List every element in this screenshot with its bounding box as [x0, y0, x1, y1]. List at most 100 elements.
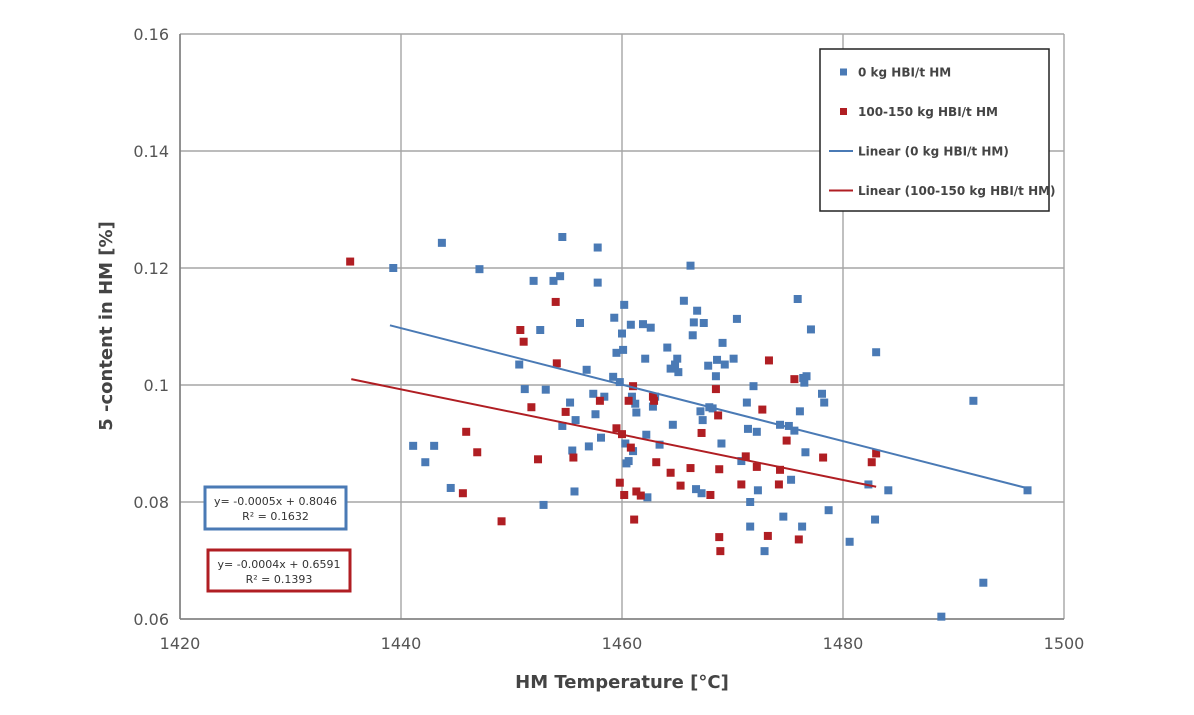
- data-point-0kg: [593, 243, 602, 252]
- data-point-0kg: [696, 407, 705, 416]
- data-point-0kg: [541, 385, 550, 394]
- trendline-0kg: [389, 324, 1032, 491]
- data-point-0kg: [631, 399, 640, 408]
- data-point-100-150kg: [790, 375, 799, 384]
- data-point-0kg: [568, 446, 577, 455]
- data-point-100-150kg: [737, 480, 746, 489]
- data-point-0kg: [621, 439, 630, 448]
- legend-label: Linear (100-150 kg HBI/t HM): [858, 184, 1056, 198]
- x-axis-title: HM Temperature [°C]: [515, 672, 729, 693]
- y-axis-title: 5 -content in HM [%]: [96, 221, 117, 431]
- data-point-0kg: [802, 372, 811, 381]
- data-point-0kg: [698, 416, 707, 425]
- data-point-0kg: [618, 329, 626, 338]
- data-point-100-150kg: [741, 452, 750, 461]
- data-point-0kg: [430, 441, 439, 450]
- data-point-0kg: [779, 512, 788, 521]
- r-squared-text: R² = 0.1632: [242, 510, 309, 523]
- data-point-0kg: [871, 515, 880, 524]
- data-point-0kg: [697, 489, 706, 498]
- data-point-100-150kg: [612, 424, 621, 433]
- legend-label: 0 kg HBI/t HM: [858, 66, 951, 80]
- data-point-0kg: [713, 355, 722, 364]
- data-point-100-150kg: [774, 480, 783, 489]
- data-point-0kg: [612, 348, 621, 357]
- data-point-0kg: [729, 354, 738, 363]
- data-point-100-150kg: [758, 405, 767, 414]
- x-axis-ticks: 1420 1440 1460 1480 1500: [160, 634, 1085, 653]
- data-point-100-150kg: [715, 533, 724, 542]
- data-point-0kg: [632, 408, 641, 417]
- data-point-0kg: [717, 439, 726, 448]
- legend-label: 100-150 kg HBI/t HM: [858, 105, 998, 119]
- data-point-0kg: [609, 372, 618, 381]
- data-point-0kg: [646, 323, 655, 332]
- data-point-100-150kg: [552, 359, 561, 368]
- data-point-0kg: [845, 537, 854, 546]
- data-point-100-150kg: [630, 515, 639, 524]
- data-point-100-150kg: [716, 547, 725, 556]
- x-tick-label: 1440: [381, 634, 422, 653]
- x-tick-label: 1480: [823, 634, 864, 653]
- y-tick-label: 0.14: [133, 142, 169, 161]
- data-point-100-150kg: [872, 449, 881, 458]
- data-point-0kg: [818, 389, 827, 398]
- data-point-0kg: [969, 396, 978, 405]
- trendline-equations: y= -0.0005x + 0.8046 R² = 0.1632 y= -0.000…: [203, 485, 352, 593]
- data-point-100-150kg: [624, 396, 633, 405]
- data-point-0kg: [692, 485, 701, 494]
- data-point-0kg: [824, 506, 833, 515]
- data-point-100-150kg: [652, 458, 661, 467]
- data-point-100-150kg: [620, 490, 629, 499]
- data-point-0kg: [589, 389, 598, 398]
- data-point-100-150kg: [497, 517, 506, 526]
- legend-label: Linear (0 kg HBI/t HM): [858, 145, 1009, 159]
- data-point-0kg: [556, 272, 565, 281]
- data-point-100-150kg: [516, 326, 525, 335]
- data-point-0kg: [790, 426, 799, 435]
- data-point-0kg: [937, 612, 946, 621]
- data-point-0kg: [620, 300, 629, 309]
- legend-marker-swatch: [840, 108, 847, 115]
- equation-text: y= -0.0005x + 0.8046: [214, 495, 337, 508]
- x-tick-label: 1420: [160, 634, 201, 653]
- data-point-100-150kg: [569, 453, 578, 462]
- data-point-100-150kg: [711, 385, 720, 394]
- data-point-100-150kg: [615, 478, 624, 487]
- data-point-0kg: [626, 320, 635, 329]
- data-point-0kg: [584, 442, 593, 451]
- data-point-0kg: [737, 457, 746, 466]
- data-point-100-150kg: [458, 489, 467, 498]
- data-point-0kg: [515, 360, 524, 369]
- data-point-0kg: [746, 498, 755, 506]
- data-point-0kg: [671, 360, 680, 369]
- y-tick-label: 0.1: [144, 376, 169, 395]
- data-point-100-150kg: [794, 535, 803, 544]
- data-point-100-150kg: [676, 481, 685, 490]
- y-tick-label: 0.08: [133, 493, 169, 512]
- data-point-0kg: [643, 493, 652, 502]
- data-point-100-150kg: [764, 356, 773, 365]
- x-tick-label: 1460: [602, 634, 643, 653]
- data-point-100-150kg: [650, 396, 659, 405]
- data-point-100-150kg: [473, 448, 482, 457]
- data-point-0kg: [437, 238, 446, 247]
- data-point-100-150kg: [714, 411, 723, 420]
- data-point-0kg: [570, 487, 579, 496]
- equation-box: [203, 485, 348, 531]
- data-point-0kg: [536, 326, 545, 335]
- data-point-0kg: [752, 427, 761, 436]
- data-point-0kg: [720, 360, 729, 369]
- data-point-0kg: [884, 486, 893, 495]
- data-point-0kg: [1023, 486, 1032, 495]
- data-point-0kg: [979, 578, 988, 587]
- data-point-0kg: [446, 483, 455, 492]
- data-point-0kg: [704, 361, 713, 370]
- data-point-0kg: [648, 402, 657, 411]
- data-point-100-150kg: [632, 487, 641, 496]
- data-point-0kg: [872, 348, 881, 357]
- data-point-0kg: [619, 345, 628, 354]
- data-point-0kg: [711, 372, 720, 381]
- data-point-0kg: [820, 398, 829, 407]
- data-point-0kg: [784, 421, 793, 430]
